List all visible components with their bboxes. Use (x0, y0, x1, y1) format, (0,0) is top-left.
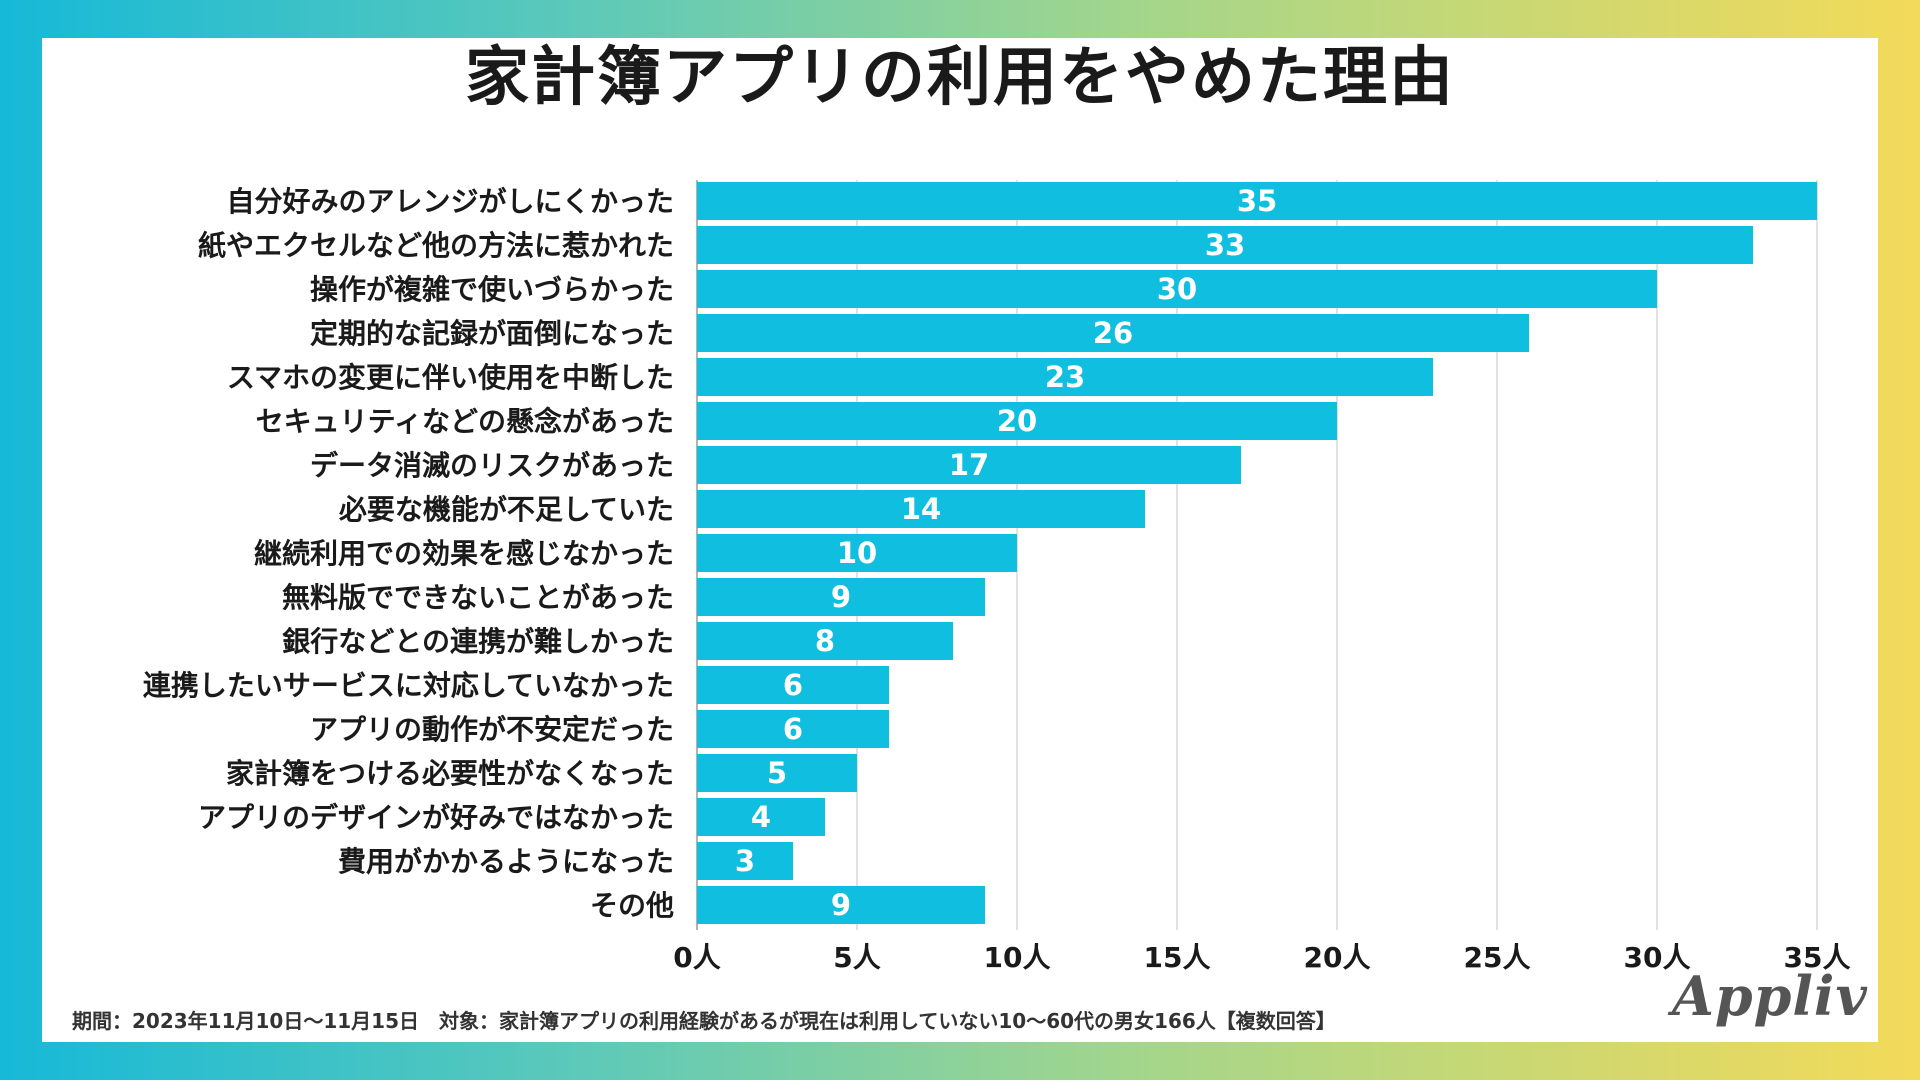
value-label: 23 (1045, 360, 1085, 394)
x-tick-label: 20人 (1304, 941, 1371, 974)
value-label: 9 (831, 580, 851, 614)
value-label: 35 (1237, 184, 1277, 218)
bar (697, 446, 1241, 484)
value-label: 4 (751, 800, 771, 834)
category-label: 紙やエクセルなど他の方法に惹かれた (198, 229, 674, 262)
chart-title: 家計簿アプリの利用をやめた理由 (465, 41, 1455, 115)
category-label: アプリの動作が不安定だった (310, 713, 674, 746)
bar (697, 578, 985, 616)
value-label: 6 (783, 668, 803, 702)
appliv-logo: Appliv (1672, 964, 1868, 1028)
bar (697, 666, 889, 704)
category-label: セキュリティなどの懸念があった (256, 405, 674, 438)
value-label: 6 (783, 712, 803, 746)
bar (697, 754, 857, 792)
value-label: 9 (831, 888, 851, 922)
x-tick-label: 10人 (984, 941, 1051, 974)
category-label: 定期的な記録が面倒になった (310, 317, 674, 350)
category-label: 継続利用での効果を感じなかった (254, 537, 674, 570)
category-label: その他 (590, 889, 674, 922)
category-label: 銀行などとの連携が難しかった (282, 625, 674, 658)
category-label: 家計簿をつける必要性がなくなった (226, 757, 674, 790)
x-tick-label: 35人 (1784, 941, 1851, 974)
category-label: 必要な機能が不足していた (339, 493, 674, 526)
value-label: 5 (767, 756, 787, 790)
category-label: 連携したいサービスに対応していなかった (143, 669, 674, 702)
bar (697, 490, 1145, 528)
x-tick-label: 15人 (1144, 941, 1211, 974)
category-label: 自分好みのアレンジがしにくかった (227, 185, 674, 218)
category-label: データ消滅のリスクがあった (310, 449, 674, 482)
category-label: 操作が複雑で使いづらかった (310, 273, 674, 306)
bar (697, 886, 985, 924)
x-tick-label: 5人 (833, 941, 880, 974)
bar (697, 226, 1753, 264)
bar (697, 402, 1337, 440)
bar (697, 842, 793, 880)
value-label: 14 (901, 492, 941, 526)
category-label: スマホの変更に伴い使用を中断した (227, 361, 674, 394)
x-tick-label: 0人 (673, 941, 720, 974)
category-label: 無料版でできないことがあった (282, 581, 674, 614)
bar (697, 270, 1657, 308)
value-label: 26 (1093, 316, 1133, 350)
category-label: アプリのデザインが好みではなかった (198, 801, 674, 834)
value-label: 20 (997, 404, 1037, 438)
bar (697, 182, 1817, 220)
x-tick-label: 30人 (1624, 941, 1691, 974)
value-label: 17 (949, 448, 989, 482)
survey-footnote: 期間：2023年11月10日〜11月15日 対象：家計簿アプリの利用経験があるが… (72, 1009, 1336, 1033)
category-label: 費用がかかるようになった (338, 845, 674, 878)
bar (697, 710, 889, 748)
value-label: 33 (1205, 228, 1245, 262)
value-label: 8 (815, 624, 835, 658)
value-label: 30 (1157, 272, 1197, 306)
bar (697, 534, 1017, 572)
value-label: 10 (837, 536, 877, 570)
bar (697, 622, 953, 660)
bar (697, 358, 1433, 396)
x-tick-label: 25人 (1464, 941, 1531, 974)
bar (697, 798, 825, 836)
bar (697, 314, 1529, 352)
value-label: 3 (735, 844, 755, 878)
